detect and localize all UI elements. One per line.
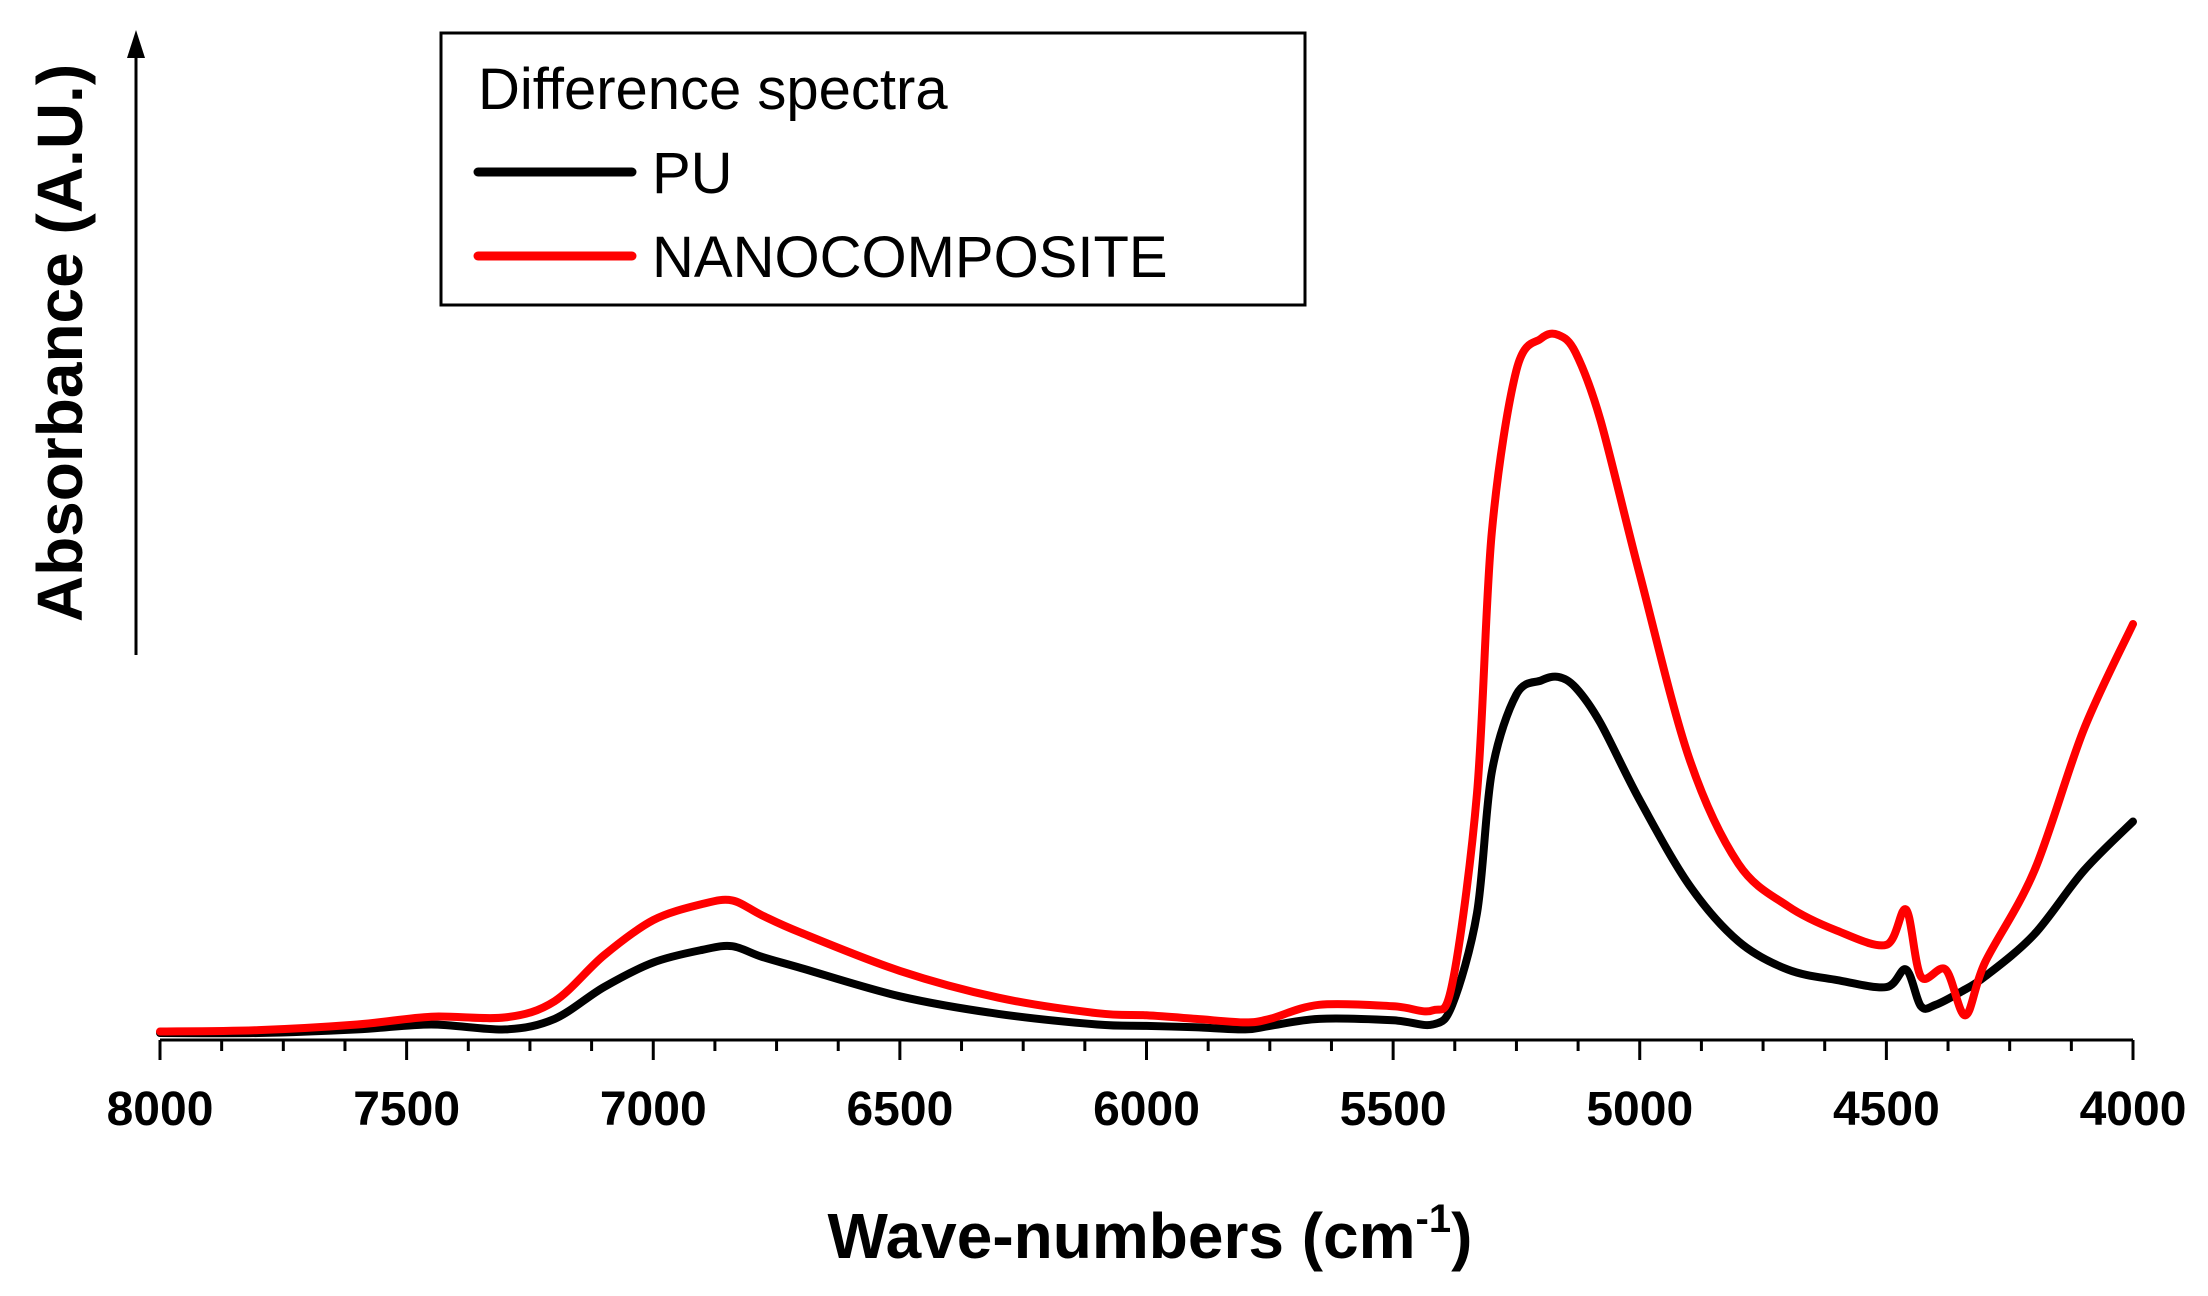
y-axis bbox=[127, 30, 145, 655]
x-axis-title-main: Wave-numbers (cm bbox=[828, 1200, 1416, 1272]
x-tick-label: 7500 bbox=[353, 1083, 460, 1136]
x-tick-label: 6000 bbox=[1093, 1083, 1200, 1136]
x-ticks bbox=[158, 1040, 2135, 1060]
series-line-nanocomposite bbox=[156, 329, 2137, 1036]
x-axis-title: Wave-numbers (cm-1) bbox=[828, 1197, 1473, 1272]
x-tick-label: 4500 bbox=[1833, 1083, 1940, 1136]
x-tick-label: 5500 bbox=[1340, 1083, 1447, 1136]
series-layer bbox=[156, 329, 2137, 1038]
x-tick-label: 8000 bbox=[107, 1083, 214, 1136]
x-tick-label: 6500 bbox=[846, 1083, 953, 1136]
x-tick-label: 4000 bbox=[2080, 1083, 2187, 1136]
legend-label-pu: PU bbox=[652, 141, 733, 206]
legend: Difference spectra PU NANOCOMPOSITE bbox=[439, 31, 1307, 307]
legend-title: Difference spectra bbox=[478, 57, 948, 122]
x-tick-labels: 8000 7500 7000 6500 6000 5500 5000 4500 4000 bbox=[107, 1083, 2187, 1136]
x-axis-title-superscript: -1 bbox=[1416, 1197, 1452, 1241]
x-axis-title-suffix: ) bbox=[1451, 1200, 1472, 1272]
x-tick-label: 7000 bbox=[600, 1083, 707, 1136]
series-line-pu bbox=[156, 672, 2137, 1038]
legend-label-nanocomposite: NANOCOMPOSITE bbox=[652, 225, 1168, 290]
y-axis-title: Absorbance (A.U.) bbox=[24, 64, 96, 622]
x-tick-label: 5000 bbox=[1586, 1083, 1693, 1136]
y-axis-arrowhead bbox=[127, 30, 145, 58]
